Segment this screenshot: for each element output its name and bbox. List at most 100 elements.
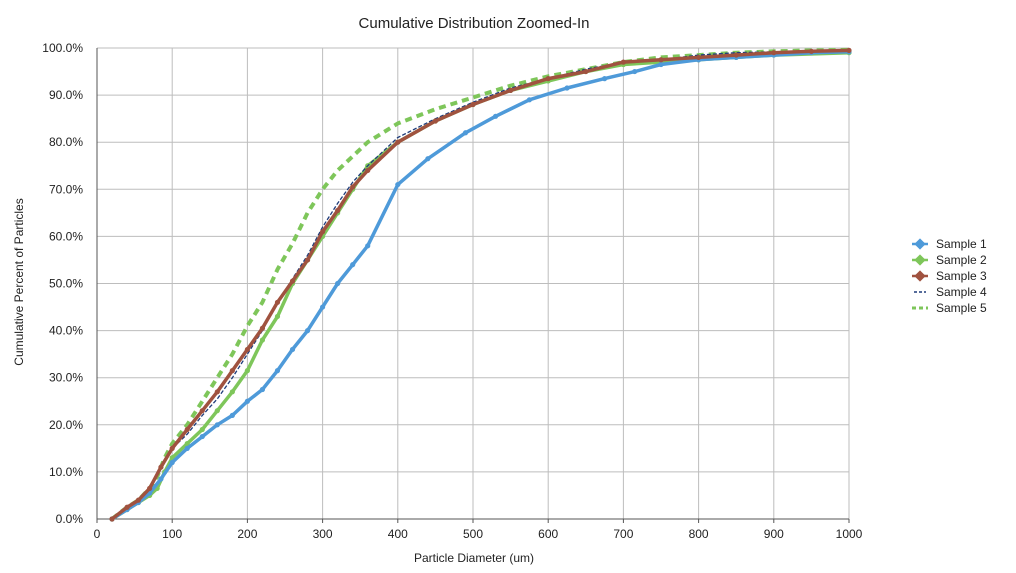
data-point-series-3 (508, 87, 514, 93)
data-point-series-1 (169, 459, 175, 466)
legend-marker (914, 270, 926, 282)
legend-marker (914, 254, 926, 266)
y-tick-label: 60.0% (49, 229, 83, 243)
data-point-series-3 (274, 299, 281, 305)
data-point-series-3 (169, 445, 175, 451)
legend-item-1: Sample 1 (912, 237, 987, 251)
data-point-series-3 (545, 76, 551, 82)
data-point-series-1 (214, 422, 220, 428)
data-point-series-3 (583, 68, 589, 75)
y-tick-label: 0.0% (56, 512, 84, 526)
data-point-series-3 (289, 278, 296, 284)
x-tick-label: 1000 (836, 527, 863, 541)
y-axis-label: Cumulative Percent of Particles (12, 198, 26, 365)
x-tick-label: 800 (689, 527, 709, 541)
data-point-series-1 (350, 262, 356, 268)
x-axis-label: Particle Diameter (um) (414, 551, 534, 565)
data-point-series-1 (462, 130, 469, 136)
legend: Sample 1 Sample 2 Sample 3 Sample 4 Sample 5 (912, 237, 987, 315)
data-point-series-3 (658, 57, 664, 63)
data-point-series-3 (229, 368, 235, 374)
series-lines (109, 47, 852, 522)
data-point-series-1 (658, 61, 664, 68)
legend-marker (914, 238, 926, 250)
data-point-series-3 (846, 47, 852, 53)
legend-item-5: Sample 5 (912, 301, 987, 315)
y-tick-label: 30.0% (49, 371, 83, 385)
y-tick-label: 100.0% (42, 41, 83, 55)
data-point-series-3 (199, 408, 205, 414)
series-line-5 (110, 47, 850, 521)
data-point-series-1 (564, 85, 570, 91)
data-point-series-3 (244, 346, 250, 353)
x-tick-label: 400 (388, 527, 408, 541)
data-point-series-3 (214, 389, 220, 395)
y-tick-label: 90.0% (49, 88, 83, 102)
data-point-series-1 (365, 243, 371, 249)
data-point-series-3 (432, 118, 438, 124)
y-tick-labels: 0.0% 10.0% 20.0% 30.0% 40.0% 50.0% 60.0% 70.0% 8… (42, 41, 83, 526)
series-line-1 (111, 50, 850, 521)
data-point-series-3 (808, 48, 815, 54)
x-tick-label: 0 (94, 527, 101, 541)
legend-label: Sample 4 (936, 285, 987, 299)
data-point-series-3 (335, 207, 341, 214)
data-point-series-3 (158, 464, 164, 470)
data-point-series-3 (147, 485, 153, 491)
data-point-series-3 (259, 325, 266, 331)
legend-label: Sample 5 (936, 301, 987, 315)
data-point-series-3 (733, 52, 739, 58)
data-point-series-2 (229, 389, 235, 395)
axes (96, 48, 850, 523)
x-tick-label: 900 (764, 527, 784, 541)
data-point-series-1 (335, 280, 341, 287)
data-point-series-3 (470, 101, 476, 108)
legend-item-4: Sample 4 (914, 285, 987, 299)
data-point-series-3 (365, 167, 371, 174)
y-tick-label: 20.0% (49, 418, 83, 432)
x-tick-label: 600 (538, 527, 558, 541)
series-line-4 (111, 49, 850, 520)
data-point-series-1 (492, 113, 499, 119)
chart-title: Cumulative Distribution Zoomed-In (359, 15, 590, 32)
data-point-series-2 (244, 368, 250, 374)
x-tick-label: 100 (162, 527, 182, 541)
data-point-series-3 (771, 50, 777, 56)
data-point-series-3 (620, 59, 627, 65)
y-tick-label: 40.0% (49, 324, 83, 338)
data-point-series-1 (229, 412, 235, 418)
legend-label: Sample 2 (936, 253, 987, 267)
data-point-series-2 (184, 441, 190, 447)
data-point-series-1 (274, 368, 281, 374)
data-point-series-2 (259, 337, 266, 343)
y-tick-label: 80.0% (49, 135, 83, 149)
data-point-series-1 (526, 97, 533, 103)
series-line-3 (110, 48, 850, 521)
legend-item-2: Sample 2 (912, 253, 987, 267)
data-point-series-1 (425, 156, 431, 162)
data-point-series-1 (158, 476, 164, 482)
data-point-series-2 (274, 313, 281, 320)
data-point-series-1 (259, 386, 266, 393)
y-tick-label: 10.0% (49, 465, 83, 479)
data-point-series-1 (199, 433, 205, 440)
data-point-series-2 (214, 408, 220, 414)
legend-item-3: Sample 3 (912, 269, 987, 283)
data-point-series-3 (109, 516, 115, 522)
data-point-series-3 (184, 426, 190, 433)
x-tick-label: 700 (613, 527, 633, 541)
x-tick-label: 200 (237, 527, 257, 541)
data-point-series-3 (135, 497, 141, 503)
data-point-series-2 (199, 426, 205, 433)
data-point-series-1 (602, 76, 608, 82)
data-point-series-1 (244, 398, 250, 404)
data-point-series-1 (184, 445, 190, 451)
data-point-series-3 (350, 184, 356, 190)
data-point-series-3 (304, 257, 311, 263)
grid-lines (97, 47, 850, 519)
data-point-series-1 (289, 346, 296, 353)
data-point-series-3 (395, 139, 401, 145)
legend-label: Sample 3 (936, 269, 987, 283)
x-tick-label: 500 (463, 527, 483, 541)
